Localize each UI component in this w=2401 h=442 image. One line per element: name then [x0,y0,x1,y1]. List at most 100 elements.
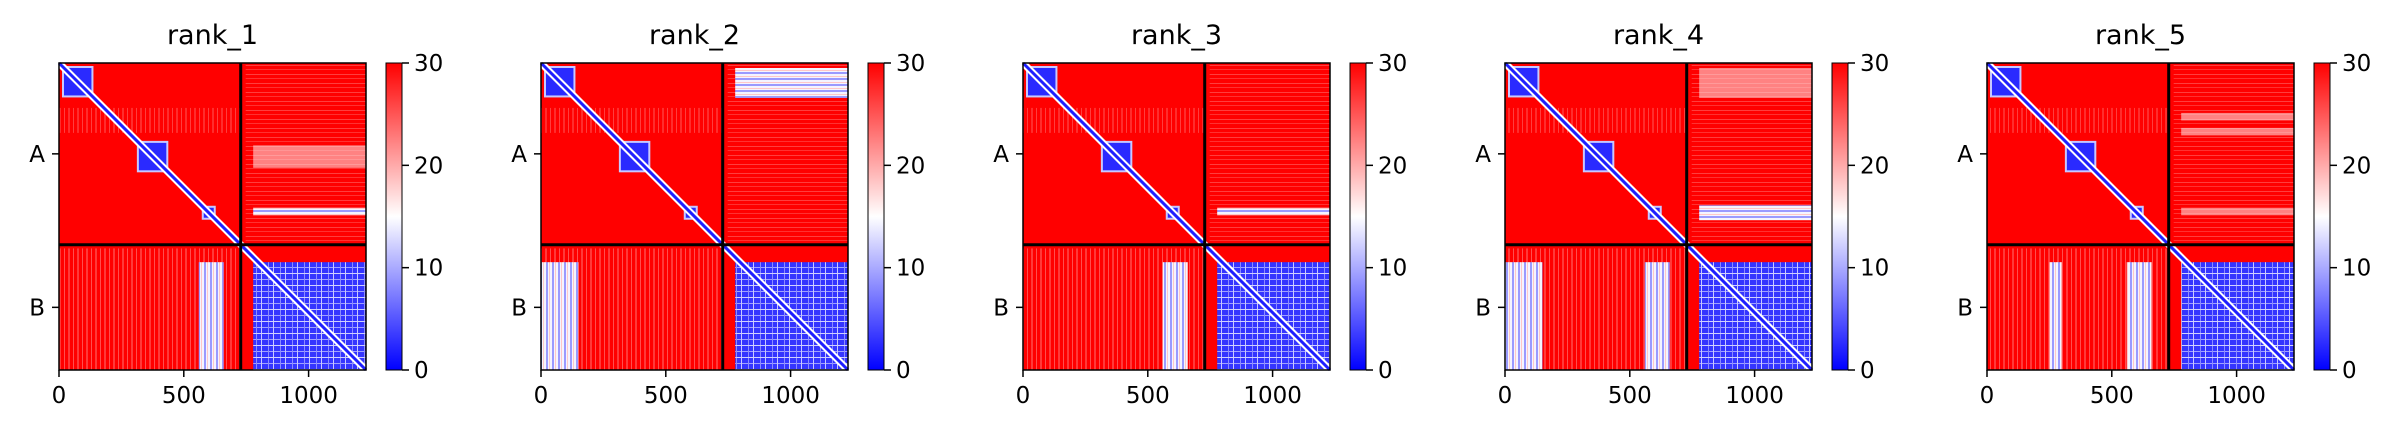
b-row-band-1 [541,262,579,370]
colorbar-tick-label: 30 [414,51,443,77]
colorbar-tick-label: 30 [1378,51,1407,77]
colorbar [868,63,884,370]
x-tick-label: 0 [1980,383,1995,409]
diagonal-line [1021,61,1332,372]
colorbar [1832,63,1848,370]
panel-title: rank_1 [167,20,258,51]
a-rows-streaks [2173,63,2294,245]
x-tick-label: 500 [162,383,206,409]
y-tick-label: B [993,295,1009,321]
diagonal-line [57,61,368,372]
colorbar-tick-label: 20 [414,153,443,179]
y-tick-label: B [1957,295,1973,321]
b-row-band-1 [1162,262,1188,370]
x-tick-label: 0 [534,383,549,409]
x-tick-label: 1000 [1725,383,1784,409]
colorbar-tick-label: 0 [414,358,429,384]
y-tick-label: A [993,142,1009,168]
colorbar-tick-label: 10 [414,256,443,282]
panel-title: rank_5 [2095,20,2186,51]
a-to-b-band-1 [735,67,848,98]
colorbar-tick-label: 10 [1860,256,1889,282]
colorbar [2314,63,2330,370]
plot-frame [1022,62,1331,371]
x-tick-label: 0 [52,383,67,409]
x-tick-label: 1000 [279,383,338,409]
panel-title: rank_2 [649,20,740,51]
diagonal-line [1503,61,1814,372]
panel-title: rank_4 [1613,20,1704,51]
a-to-b-faint-1 [2181,112,2294,121]
plot-frame [1504,62,1813,371]
a-to-b-faint-1 [1699,67,1812,98]
b-row-band-1 [2049,262,2062,370]
colorbar-frame [2313,62,2331,371]
a-rows-streaks [1209,63,1330,245]
colorbar-tick-label: 0 [2342,358,2357,384]
x-tick-label: 500 [1608,383,1652,409]
diagonal-line [1985,61,2296,372]
a-to-b-band-1 [1217,207,1330,216]
diagonal-line [539,61,850,372]
y-tick-label: A [29,142,45,168]
x-tick-label: 500 [644,383,688,409]
colorbar-tick-label: 0 [896,358,911,384]
colorbar-frame [1831,62,1849,371]
a-to-b-faint-1 [253,145,366,168]
y-tick-label: A [511,142,527,168]
b-row-band-1 [1505,262,1543,370]
a-a-streaks [1987,107,2169,133]
a-to-b-faint-2 [2181,127,2294,136]
colorbar-tick-label: 10 [896,256,925,282]
a-a-streaks [1023,107,1205,133]
a-a-streaks [541,107,723,133]
plot-frame [540,62,849,371]
colorbar-tick-label: 20 [2342,153,2371,179]
x-tick-label: 500 [1126,383,1170,409]
colorbar-tick-label: 30 [2342,51,2371,77]
colorbar-tick-label: 20 [1860,153,1889,179]
heatmap-panel-3: rank_3 0 500 1000 A B 0 10 20 30 [993,20,1407,409]
b-row-band-1 [198,262,224,370]
x-tick-label: 1000 [761,383,820,409]
colorbar-frame [867,62,885,371]
colorbar [1350,63,1366,370]
colorbar-tick-label: 10 [2342,256,2371,282]
b-row-band-2 [1644,262,1670,370]
colorbar-tick-label: 30 [896,51,925,77]
x-tick-label: 0 [1016,383,1031,409]
b-row-band-2 [2126,262,2152,370]
heatmap-panel-1: rank_1 0 500 1000 A B 0 10 20 30 [29,20,443,409]
x-tick-label: 0 [1498,383,1513,409]
a-to-b-band-1 [1699,205,1812,221]
y-tick-label: B [1475,295,1491,321]
x-tick-label: 1000 [2207,383,2266,409]
colorbar-tick-label: 30 [1860,51,1889,77]
heatmap-panel-2: rank_2 0 500 1000 A B 0 10 20 30 [511,20,925,409]
y-tick-label: B [29,295,45,321]
y-tick-label: B [511,295,527,321]
plot-frame [1986,62,2295,371]
colorbar-tick-label: 20 [896,153,925,179]
plot-frame [58,62,367,371]
colorbar-tick-label: 0 [1860,358,1875,384]
colorbar-tick-label: 10 [1378,256,1407,282]
x-tick-label: 500 [2090,383,2134,409]
colorbar [386,63,402,370]
heatmap-panel-5: rank_5 0 500 1000 A B 0 10 20 30 [1957,20,2371,409]
heatmap-panel-4: rank_4 0 500 1000 A B 0 10 20 30 [1475,20,1889,409]
colorbar-tick-label: 20 [1378,153,1407,179]
y-tick-label: A [1475,142,1491,168]
panel-title: rank_3 [1131,20,1222,51]
colorbar-frame [1349,62,1367,371]
a-to-b-band-1 [253,207,366,216]
a-a-streaks [1505,107,1687,133]
y-tick-label: A [1957,142,1973,168]
colorbar-tick-label: 0 [1378,358,1393,384]
x-tick-label: 1000 [1243,383,1302,409]
a-to-b-faint-3 [2181,207,2294,216]
colorbar-frame [385,62,403,371]
a-a-streaks [59,107,241,133]
